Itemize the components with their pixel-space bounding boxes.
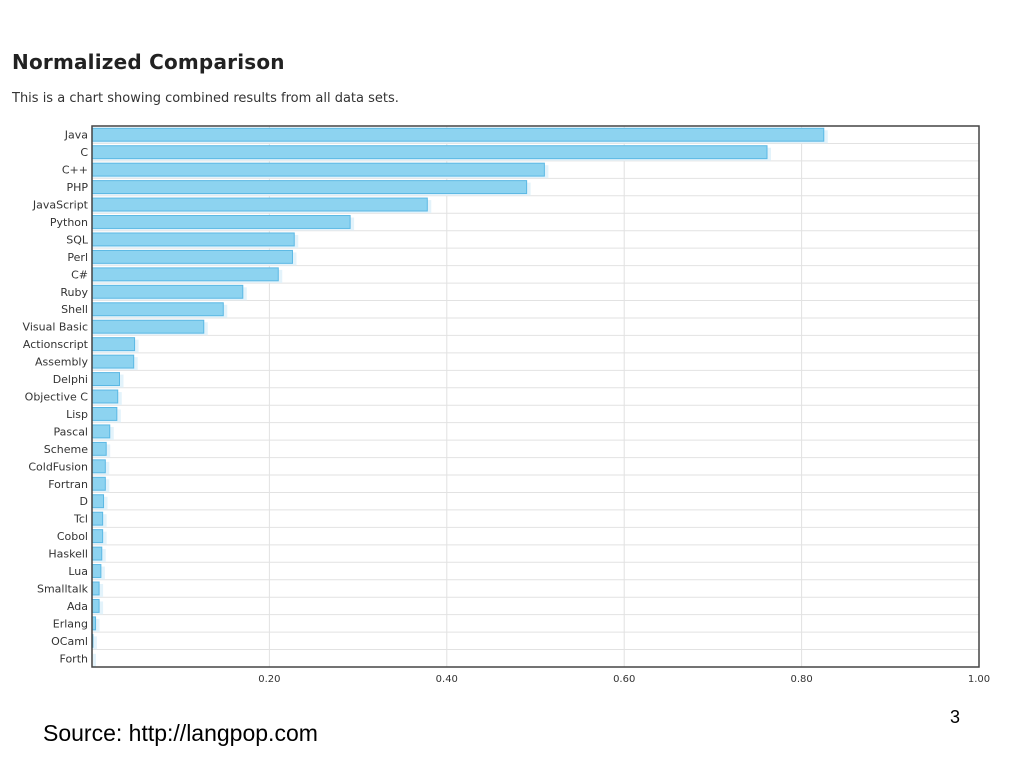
category-label: PHP bbox=[66, 181, 88, 194]
bar-shadow bbox=[93, 653, 96, 667]
bar-c- bbox=[91, 162, 545, 177]
bar-d bbox=[91, 494, 105, 509]
bar-coldfusion bbox=[91, 459, 106, 474]
x-tick-label: 0.80 bbox=[790, 674, 812, 685]
category-label: Lua bbox=[68, 565, 88, 578]
x-tick-label: 1.00 bbox=[968, 674, 990, 685]
category-label: Fortran bbox=[48, 478, 88, 491]
chart-title: Normalized Comparison bbox=[12, 50, 285, 74]
x-tick-label: 0.40 bbox=[436, 674, 458, 685]
category-label: C# bbox=[71, 268, 88, 281]
category-label: Smalltalk bbox=[37, 582, 89, 595]
category-label: Ada bbox=[67, 600, 88, 613]
bar-visual-basic bbox=[91, 319, 205, 334]
category-label: Forth bbox=[60, 652, 89, 665]
category-label: Python bbox=[50, 216, 88, 229]
bar-shadow bbox=[93, 618, 100, 632]
bar-tcl bbox=[91, 511, 104, 526]
bar-python bbox=[91, 215, 351, 229]
category-label: Delphi bbox=[53, 373, 88, 386]
category-label: Pascal bbox=[54, 425, 88, 438]
chart-subtitle: This is a chart showing combined results… bbox=[12, 91, 399, 106]
category-label: Tcl bbox=[73, 513, 88, 526]
category-label: Shell bbox=[61, 303, 88, 316]
category-label: Scheme bbox=[44, 443, 88, 456]
category-label: Assembly bbox=[35, 356, 89, 369]
category-label: Perl bbox=[67, 251, 88, 264]
bar-shell bbox=[91, 302, 224, 317]
category-label: Objective C bbox=[25, 391, 89, 404]
bar-cobol bbox=[91, 529, 104, 544]
bar-assembly bbox=[91, 354, 135, 369]
bar-php bbox=[91, 180, 528, 195]
bar-java bbox=[91, 127, 825, 142]
bar-c- bbox=[91, 267, 279, 282]
source-caption: Source: http://langpop.com bbox=[43, 720, 318, 746]
bar-delphi bbox=[91, 372, 120, 387]
bar-scheme bbox=[91, 441, 107, 456]
category-label: Ruby bbox=[60, 286, 88, 299]
category-label: Java bbox=[64, 129, 88, 142]
bar-javascript bbox=[91, 197, 428, 212]
category-label: JavaScript bbox=[32, 199, 89, 212]
bar-ruby bbox=[91, 284, 244, 299]
x-tick-label: 0.60 bbox=[613, 674, 635, 685]
page-number: 3 bbox=[950, 707, 961, 727]
category-label: Erlang bbox=[53, 617, 88, 630]
bar-ada bbox=[91, 598, 100, 613]
plot-frame bbox=[91, 125, 980, 668]
bar-perl bbox=[91, 249, 293, 264]
bar-chart: Java C C++ PHP JavaScript Python SQL Perl C# Ruby… bbox=[23, 125, 990, 685]
bar-lisp bbox=[91, 406, 118, 421]
bar-pascal bbox=[91, 424, 111, 439]
bar-sql bbox=[91, 232, 295, 247]
x-tick-label: 0.20 bbox=[258, 674, 280, 685]
category-label: D bbox=[80, 495, 88, 508]
bar-lua bbox=[91, 564, 102, 578]
bar-c bbox=[91, 145, 768, 160]
bar-haskell bbox=[91, 546, 103, 561]
category-label: Haskell bbox=[48, 548, 88, 561]
bar-shadow bbox=[93, 636, 97, 650]
category-label: OCaml bbox=[51, 635, 88, 648]
category-label: SQL bbox=[66, 233, 89, 246]
bar-smalltalk bbox=[91, 581, 100, 596]
category-label: Actionscript bbox=[23, 338, 89, 351]
bar-actionscript bbox=[91, 337, 136, 352]
bar-objective-c bbox=[91, 389, 119, 404]
category-label: C++ bbox=[62, 164, 88, 177]
category-label: ColdFusion bbox=[28, 460, 88, 473]
category-label: C bbox=[80, 146, 88, 159]
bar-fortran bbox=[91, 476, 106, 491]
category-label: Visual Basic bbox=[23, 321, 88, 334]
category-label: Cobol bbox=[57, 530, 88, 543]
category-label: Lisp bbox=[66, 408, 88, 421]
